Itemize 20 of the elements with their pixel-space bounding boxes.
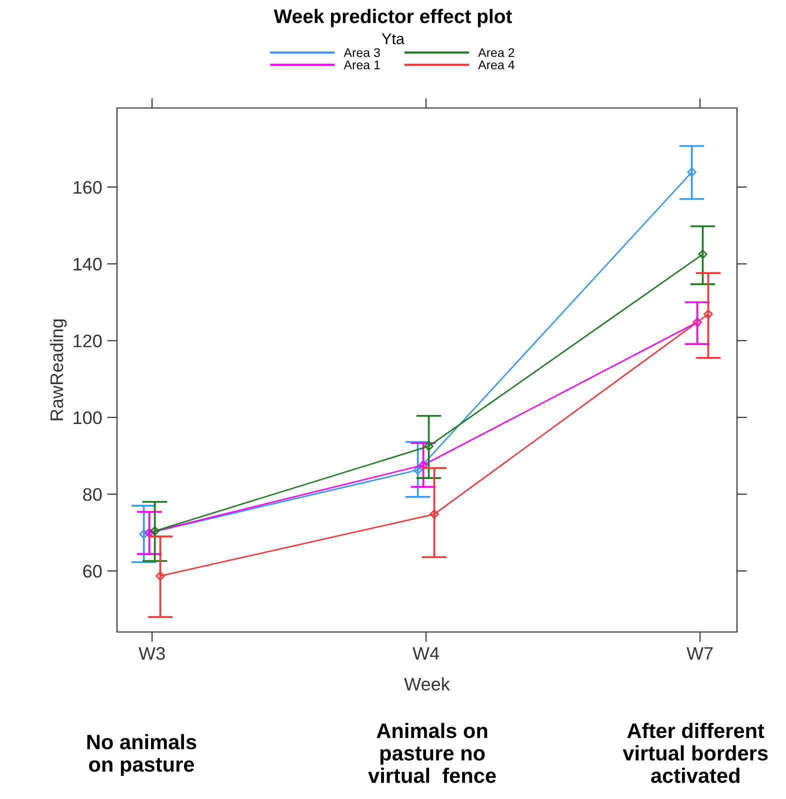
legend-label: Area 1 bbox=[344, 60, 380, 70]
x-tick-label: W3 bbox=[138, 647, 165, 660]
text: Animals on pasture no virtual fence bbox=[368, 722, 496, 784]
y-tick-label: 160 bbox=[74, 181, 102, 194]
y-tick-label: 60 bbox=[83, 564, 102, 578]
y-tick-label: 140 bbox=[74, 258, 102, 271]
y-tick-label: 120 bbox=[74, 334, 102, 348]
y-axis-title: RawReading bbox=[50, 319, 67, 420]
text: After different virtual borders activated bbox=[622, 722, 768, 784]
x-tick-label: W4 bbox=[412, 647, 440, 660]
legend-label: Area 4 bbox=[478, 60, 514, 70]
y-tick-label: 100 bbox=[74, 411, 102, 424]
x-axis-title: Week bbox=[404, 677, 450, 691]
legend-title: Yta bbox=[382, 34, 404, 44]
chart-title: Week predictor effect plot bbox=[274, 8, 512, 28]
y-tick-label: 80 bbox=[83, 488, 102, 501]
legend-label: Area 3 bbox=[344, 48, 380, 58]
x-tick-label: W7 bbox=[686, 647, 713, 660]
text: No animals on pasture bbox=[87, 734, 196, 776]
legend-label: Area 2 bbox=[478, 48, 514, 58]
